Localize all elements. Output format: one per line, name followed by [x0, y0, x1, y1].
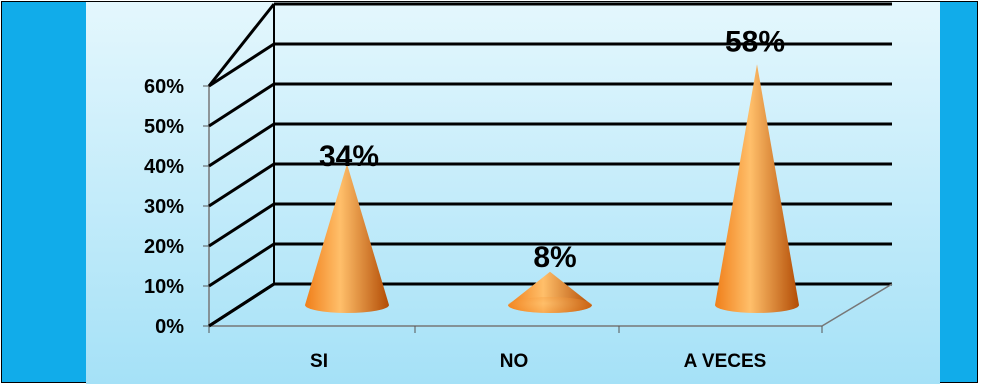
- cone-base: [508, 297, 592, 313]
- data-labels: 34% 8% 58%: [319, 25, 785, 273]
- cone-a-veces: [715, 64, 799, 313]
- gridline-side: [208, 122, 275, 168]
- y-tick-label: 50%: [144, 116, 184, 138]
- gridline-side: [207, 3, 276, 87]
- x-tick-label: A VECES: [684, 351, 767, 372]
- floor-side: [208, 282, 275, 328]
- data-label: 8%: [533, 241, 576, 274]
- data-label: 58%: [725, 25, 785, 58]
- cone-body: [715, 64, 799, 313]
- x-axis: SI NO A VECES: [310, 351, 766, 372]
- y-axis: 0% 10% 20% 30% 40% 50% 60%: [144, 76, 209, 338]
- y-tick-label: 10%: [144, 276, 184, 298]
- gridline-side: [208, 162, 275, 208]
- y-tick-label: 0%: [155, 316, 184, 338]
- gridline-side: [208, 82, 275, 128]
- x-tick-label: SI: [310, 351, 328, 372]
- gridline-side: [208, 42, 275, 88]
- cone-no: [508, 271, 592, 313]
- x-tick-label: NO: [500, 351, 529, 372]
- data-label: 34%: [319, 140, 379, 173]
- y-tick-label: 40%: [144, 156, 184, 178]
- cone-body: [305, 163, 389, 313]
- gridlines: [207, 2, 893, 333]
- gridline-side: [208, 202, 275, 248]
- cone-si: [305, 163, 389, 313]
- cones: [305, 64, 799, 313]
- gridline-side: [208, 242, 275, 288]
- y-tick-label: 60%: [144, 76, 184, 98]
- y-tick-label: 20%: [144, 236, 184, 258]
- y-tick-label: 30%: [144, 196, 184, 218]
